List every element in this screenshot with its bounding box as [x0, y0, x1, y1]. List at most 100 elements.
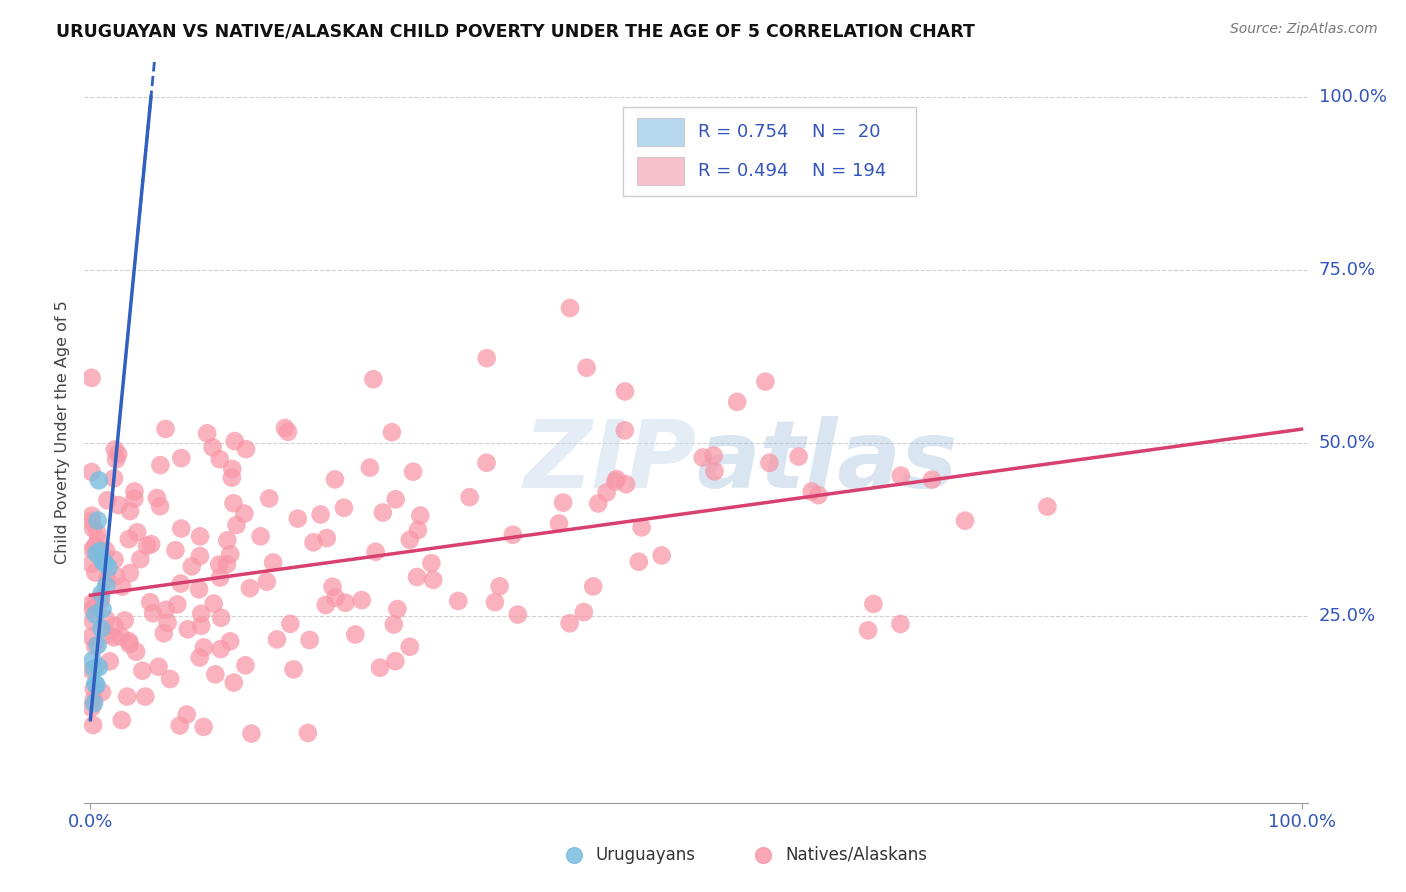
Point — [114, 614, 136, 628]
Point — [856, 624, 879, 638]
Point — [87, 474, 110, 488]
Point — [204, 667, 226, 681]
Point — [692, 450, 714, 465]
Point — [321, 580, 343, 594]
Point — [170, 451, 193, 466]
Point — [117, 690, 139, 704]
Text: atlas: atlas — [696, 417, 957, 508]
Text: R = 0.494: R = 0.494 — [699, 161, 789, 180]
Point — [209, 570, 232, 584]
Point — [398, 533, 420, 547]
Point — [94, 557, 117, 571]
Point — [156, 615, 179, 630]
Point — [141, 537, 163, 551]
Point — [371, 506, 394, 520]
Point — [406, 523, 429, 537]
Point — [422, 573, 444, 587]
Point — [488, 579, 510, 593]
Point — [188, 549, 211, 563]
Point — [80, 630, 103, 644]
Point — [118, 634, 141, 648]
Point — [84, 539, 107, 553]
Point — [94, 612, 117, 626]
Point — [235, 658, 257, 673]
Point — [80, 597, 103, 611]
Point — [209, 642, 232, 657]
Point — [176, 707, 198, 722]
Point — [302, 535, 325, 549]
Point — [80, 508, 103, 523]
Point — [120, 504, 142, 518]
Point — [118, 566, 141, 581]
Point — [165, 543, 187, 558]
Point — [125, 645, 148, 659]
Bar — [637, 118, 683, 146]
Text: Source: ZipAtlas.com: Source: ZipAtlas.com — [1230, 22, 1378, 37]
Point — [344, 627, 367, 641]
Point — [188, 650, 211, 665]
Point — [298, 632, 321, 647]
Point — [222, 496, 245, 510]
Point — [111, 580, 134, 594]
Point — [142, 607, 165, 621]
Point — [277, 425, 299, 439]
Point — [193, 640, 215, 655]
Point — [84, 598, 107, 612]
Point — [224, 434, 246, 449]
Point — [105, 452, 128, 467]
Point — [613, 384, 636, 399]
Point — [551, 495, 574, 509]
Point — [364, 545, 387, 559]
Point — [240, 726, 263, 740]
Point — [274, 421, 297, 435]
Point — [188, 529, 211, 543]
Point — [104, 442, 127, 457]
Point — [921, 473, 943, 487]
Point — [87, 533, 110, 548]
Point — [152, 626, 174, 640]
Point — [91, 554, 114, 568]
Point — [84, 607, 107, 622]
Point — [363, 372, 385, 386]
Text: 100.0%: 100.0% — [1319, 88, 1386, 106]
Point — [90, 622, 112, 636]
Point — [155, 603, 177, 617]
Point — [155, 422, 177, 436]
Point — [195, 426, 218, 441]
Point — [97, 560, 120, 574]
Point — [484, 595, 506, 609]
Point — [506, 607, 529, 622]
Point — [368, 661, 391, 675]
Point — [90, 593, 112, 607]
Point — [124, 491, 146, 506]
Point — [420, 556, 443, 570]
Text: 50.0%: 50.0% — [1319, 434, 1375, 452]
Text: N =  20: N = 20 — [813, 123, 880, 141]
Point — [80, 371, 103, 385]
Point — [111, 713, 134, 727]
Point — [82, 521, 104, 535]
Point — [725, 395, 748, 409]
Point — [118, 637, 141, 651]
Point — [606, 472, 628, 486]
Point — [458, 490, 481, 504]
Point — [754, 375, 776, 389]
Text: Uruguayans: Uruguayans — [596, 846, 696, 863]
FancyBboxPatch shape — [623, 107, 917, 195]
Point — [170, 521, 193, 535]
Point — [82, 542, 104, 557]
Text: 25.0%: 25.0% — [1319, 607, 1376, 625]
Point — [86, 514, 108, 528]
Point — [107, 447, 129, 461]
Point — [564, 830, 586, 845]
Point — [217, 533, 239, 548]
Point — [146, 491, 169, 505]
Point — [297, 726, 319, 740]
Point — [219, 547, 242, 561]
Point — [862, 597, 884, 611]
Point — [83, 681, 105, 696]
Point — [382, 617, 405, 632]
Point — [235, 442, 257, 457]
Point — [104, 619, 127, 633]
Point — [124, 484, 146, 499]
